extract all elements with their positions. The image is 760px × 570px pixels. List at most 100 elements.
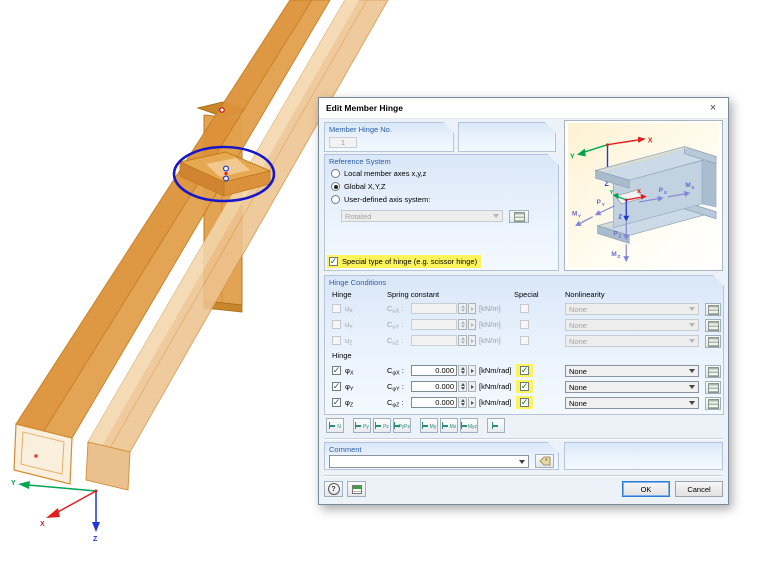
radio-local-axes[interactable] [331, 169, 340, 178]
spring-cuy-input[interactable] [411, 319, 457, 330]
special-phiy-checkbox[interactable] [520, 382, 529, 391]
special-ux-checkbox[interactable] [520, 304, 529, 313]
member-hinge-no-input[interactable] [329, 137, 357, 148]
edit-nonlinearity-button[interactable] [705, 303, 721, 316]
hinge-glyph-icon [375, 422, 382, 429]
nonlinearity-uy-select[interactable]: None [565, 319, 699, 331]
unit-arrow-icon[interactable] [468, 381, 476, 392]
special-hinge-label: Special type of hinge (e.g. scissor hing… [342, 257, 478, 266]
hinge-preset-toolbar: N Py Pz PyPz My Mz Myz [326, 418, 726, 434]
spinner-icon[interactable] [458, 335, 467, 346]
hinge-phiz-checkbox[interactable] [332, 398, 341, 407]
divider [324, 438, 723, 440]
hinge-phiy-label: φY [345, 382, 354, 393]
spring-cphiz-input[interactable] [411, 397, 457, 408]
spinner-icon[interactable] [458, 397, 467, 408]
table-row-ux: uX CuX : [kN/m] None [325, 303, 723, 316]
rotated-select[interactable]: Rotated [341, 210, 503, 222]
special-phiy-highlight [516, 380, 533, 393]
unit-arrow-icon[interactable] [468, 319, 476, 330]
preset-hinge-pz-button[interactable]: Pz [373, 418, 391, 433]
unit-label: [kN/m] [479, 336, 501, 345]
hinge-phix-label: φX [345, 366, 354, 377]
spinner-icon[interactable] [458, 319, 467, 330]
edit-icon [708, 321, 719, 331]
spring-cphiy-input[interactable] [411, 381, 457, 392]
special-hinge-row: Special type of hinge (e.g. scissor hing… [327, 255, 481, 268]
ok-button[interactable]: OK [622, 481, 670, 497]
help-button[interactable]: ? [324, 481, 343, 497]
hinge-phiy-checkbox[interactable] [332, 382, 341, 391]
cancel-button[interactable]: Cancel [675, 481, 723, 497]
special-phix-checkbox[interactable] [520, 366, 529, 375]
svg-text:Z: Z [618, 215, 622, 221]
radio-global-axes[interactable] [331, 182, 340, 191]
unit-label: [kN/m] [479, 304, 501, 313]
nonlinearity-ux-select[interactable]: None [565, 303, 699, 315]
preset-hinge-mz-button[interactable]: Mz [440, 418, 458, 433]
axis-z-label: Z [93, 536, 98, 543]
special-uz-checkbox[interactable] [520, 336, 529, 345]
edit-axis-system-button[interactable] [509, 210, 529, 223]
hinge-ux-checkbox[interactable] [332, 304, 341, 313]
unit-arrow-icon[interactable] [468, 397, 476, 408]
comment-input[interactable] [333, 456, 519, 467]
spring-cuz-label: CuZ : [387, 336, 404, 347]
hinge-uz-checkbox[interactable] [332, 336, 341, 345]
edit-icon [514, 212, 525, 222]
edit-nonlinearity-button[interactable] [705, 381, 721, 394]
edit-nonlinearity-button[interactable] [705, 365, 721, 378]
spinner-icon[interactable] [458, 303, 467, 314]
svg-text:M: M [572, 211, 577, 218]
comment-tag-button[interactable] [535, 454, 554, 468]
unit-arrow-icon[interactable] [468, 365, 476, 376]
preset-hinge-my-button[interactable]: My [420, 418, 438, 433]
hinge-phix-checkbox[interactable] [332, 366, 341, 375]
spring-cphix-input[interactable] [411, 365, 457, 376]
spinner-icon[interactable] [458, 381, 467, 392]
nonlinearity-phiy-select[interactable]: None [565, 381, 699, 393]
units-settings-button[interactable] [347, 481, 366, 497]
svg-text:Z: Z [617, 254, 620, 260]
comment-panel: Comment [324, 442, 559, 470]
edit-icon [708, 367, 719, 377]
preset-hinge-rigid-button[interactable] [487, 418, 505, 433]
radio-global-axes-label: Global X,Y,Z [344, 182, 386, 191]
dialog-title: Edit Member Hinge [326, 103, 403, 113]
table-row-phiy: φY CφY : [kNm/rad] None [325, 381, 723, 394]
edit-nonlinearity-button[interactable] [705, 397, 721, 410]
unit-label: [kNm/rad] [479, 398, 512, 407]
axis-y-label: Y [11, 480, 16, 487]
col-spring-constant: Spring constant [387, 290, 440, 299]
preset-hinge-myz-button[interactable]: Myz [460, 418, 478, 433]
hinge-glyph-icon [329, 422, 336, 429]
chevron-down-icon [519, 460, 525, 464]
nonlinearity-phix-select[interactable]: None [565, 365, 699, 377]
special-uy-checkbox[interactable] [520, 320, 529, 329]
edit-nonlinearity-button[interactable] [705, 335, 721, 348]
spring-cux-input[interactable] [411, 303, 457, 314]
preset-hinge-n-button[interactable]: N [326, 418, 344, 433]
unit-arrow-icon[interactable] [468, 303, 476, 314]
spinner-icon[interactable] [458, 365, 467, 376]
nonlinearity-phiz-select[interactable]: None [565, 397, 699, 409]
col-hinge: Hinge [332, 290, 352, 299]
edit-nonlinearity-button[interactable] [705, 319, 721, 332]
radio-user-defined[interactable] [331, 195, 340, 204]
chevron-down-icon [493, 214, 499, 218]
unit-arrow-icon[interactable] [468, 335, 476, 346]
preset-hinge-pypz-button[interactable]: PyPz [393, 418, 411, 433]
hinge-uz-label: uZ [345, 336, 353, 347]
spring-cuz-input[interactable] [411, 335, 457, 346]
close-icon[interactable]: × [709, 102, 717, 114]
hinge-uy-checkbox[interactable] [332, 320, 341, 329]
edit-member-hinge-dialog: Edit Member Hinge × Member Hinge No. [318, 97, 729, 505]
comment-combobox[interactable] [329, 455, 529, 468]
preset-hinge-py-button[interactable]: Py [353, 418, 371, 433]
spring-cux-label: CuX : [387, 304, 404, 315]
chevron-down-icon [689, 323, 695, 327]
nonlinearity-uz-select[interactable]: None [565, 335, 699, 347]
special-hinge-checkbox[interactable] [329, 257, 338, 266]
special-phiz-checkbox[interactable] [520, 398, 529, 407]
